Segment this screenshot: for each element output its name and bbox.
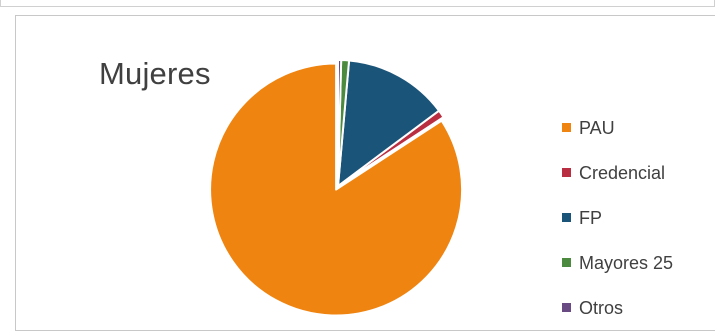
legend: PAU Credencial FP Mayores 25 Otros <box>562 105 673 330</box>
pie-slice-pau <box>209 62 464 317</box>
legend-item-fp: FP <box>562 195 673 240</box>
chart-title: Mujeres <box>99 56 211 91</box>
pie-slice-otros <box>337 59 343 187</box>
legend-item-mayores-25: Mayores 25 <box>562 240 673 285</box>
legend-item-otros: Otros <box>562 285 673 330</box>
legend-label-credencial: Credencial <box>579 162 666 183</box>
legend-item-credencial: Credencial <box>562 150 673 195</box>
legend-marker-pau <box>562 123 571 132</box>
legend-marker-otros <box>562 303 571 312</box>
legend-label-mayores-25: Mayores 25 <box>579 252 674 273</box>
legend-marker-credencial <box>562 168 571 177</box>
legend-label-otros: Otros <box>579 297 624 318</box>
pie-slice-fp <box>337 59 440 187</box>
legend-marker-fp <box>562 213 571 222</box>
legend-item-pau: PAU <box>562 105 673 150</box>
legend-label-fp: FP <box>579 207 603 228</box>
legend-label-pau: PAU <box>579 117 615 138</box>
legend-marker-mayores-25 <box>562 258 571 267</box>
pie-chart <box>209 59 464 317</box>
